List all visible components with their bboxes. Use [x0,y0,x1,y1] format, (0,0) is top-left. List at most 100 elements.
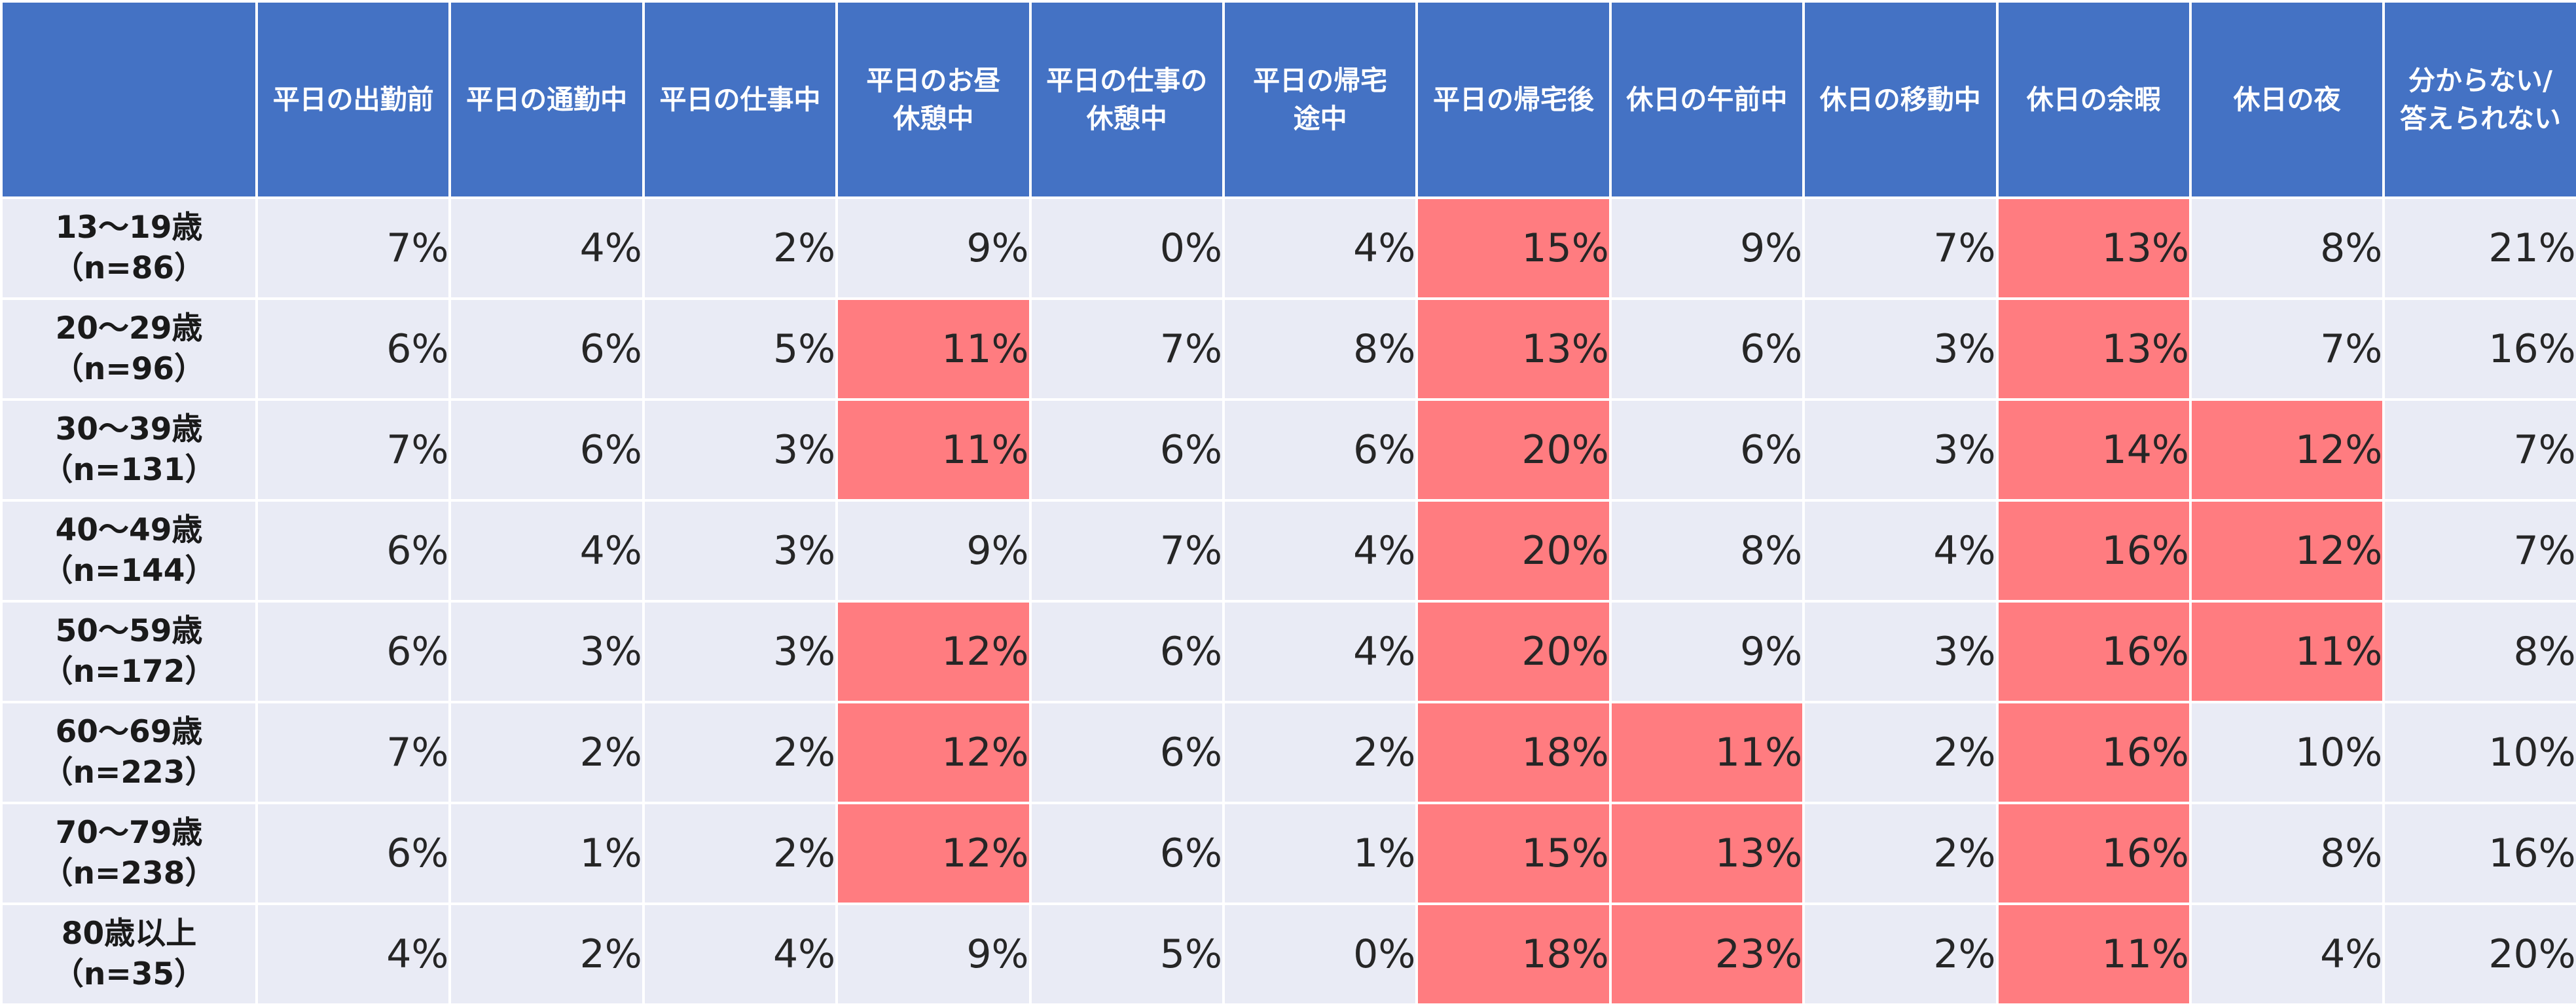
highlighted-value-cell: 15% [1415,802,1612,905]
highlighted-value-cell: 13% [1415,297,1612,401]
value-cell: 3% [1802,600,1999,703]
column-header: 休日の午前中 [1608,0,1805,199]
value-cell: 7% [2382,499,2576,603]
column-header: 分からない/ 答えられない [2382,0,2576,199]
column-header: 平日のお昼 休憩中 [835,0,1032,199]
value-cell: 10% [2382,701,2576,804]
value-cell: 9% [1608,600,1805,703]
row-label: 13～19歳 （n=86） [0,196,258,300]
value-cell: 2% [1802,701,1999,804]
value-cell: 2% [448,903,645,1006]
value-cell: 8% [2188,196,2386,300]
value-cell: 2% [1802,903,1999,1006]
value-cell: 0% [1028,196,1225,300]
value-cell: 7% [2382,398,2576,502]
highlighted-value-cell: 20% [1415,499,1612,603]
row-label: 40～49歳 （n=144） [0,499,258,603]
value-cell: 3% [1802,398,1999,502]
row-label: 70～79歳 （n=238） [0,802,258,905]
column-header: 休日の移動中 [1802,0,1999,199]
value-cell: 4% [448,196,645,300]
highlighted-value-cell: 11% [1608,701,1805,804]
highlighted-value-cell: 16% [1995,701,2192,804]
highlighted-value-cell: 16% [1995,499,2192,603]
value-cell: 6% [1028,701,1225,804]
highlighted-value-cell: 11% [835,297,1032,401]
value-cell: 6% [255,802,452,905]
highlighted-value-cell: 13% [1608,802,1805,905]
value-cell: 6% [1608,398,1805,502]
column-header: 平日の仕事の 休憩中 [1028,0,1225,199]
table-row: 80歳以上 （n=35） 4% 2% 4% 9% 5% 0% 18% 23% 2% 11% 4% 20% [0,903,2576,1006]
table-row: 60～69歳 （n=223） 7% 2% 2% 12% 6% 2% 18% 11% 2% 16% 10… [0,701,2576,804]
value-cell: 21% [2382,196,2576,300]
value-cell: 8% [1608,499,1805,603]
value-cell: 8% [2382,600,2576,703]
value-cell: 8% [1222,297,1419,401]
value-cell: 4% [642,903,839,1006]
value-cell: 6% [1608,297,1805,401]
highlighted-value-cell: 16% [1995,802,2192,905]
value-cell: 7% [1028,499,1225,603]
column-header: 平日の仕事中 [642,0,839,199]
table-row: 13～19歳 （n=86） 7% 4% 2% 9% 0% 4% 15% 9% 7% 13% 8% 21% [0,196,2576,300]
value-cell: 16% [2382,802,2576,905]
value-cell: 4% [1802,499,1999,603]
column-header: 平日の帰宅 途中 [1222,0,1419,199]
value-cell: 9% [835,903,1032,1006]
value-cell: 7% [1028,297,1225,401]
column-header: 平日の出勤前 [255,0,452,199]
value-cell: 2% [642,802,839,905]
value-cell: 6% [448,398,645,502]
value-cell: 3% [642,398,839,502]
table-row: 70～79歳 （n=238） 6% 1% 2% 12% 6% 1% 15% 13% 2% 16% 8%… [0,802,2576,905]
value-cell: 4% [1222,499,1419,603]
value-cell: 4% [1222,196,1419,300]
row-label: 80歳以上 （n=35） [0,903,258,1006]
highlighted-value-cell: 13% [1995,196,2192,300]
highlighted-value-cell: 20% [1415,600,1612,703]
value-cell: 5% [1028,903,1225,1006]
table-row: 30～39歳 （n=131） 7% 6% 3% 11% 6% 6% 20% 6% 3% 14% 12%… [0,398,2576,502]
value-cell: 10% [2188,701,2386,804]
value-cell: 6% [255,499,452,603]
value-cell: 4% [1222,600,1419,703]
highlighted-value-cell: 11% [1995,903,2192,1006]
highlighted-value-cell: 11% [835,398,1032,502]
highlighted-value-cell: 11% [2188,600,2386,703]
highlighted-value-cell: 15% [1415,196,1612,300]
corner-cell [0,0,258,199]
value-cell: 3% [642,499,839,603]
table-body: 13～19歳 （n=86） 7% 4% 2% 9% 0% 4% 15% 9% 7% 13% 8% 21%… [0,196,2576,1006]
value-cell: 2% [448,701,645,804]
value-cell: 7% [1802,196,1999,300]
highlighted-value-cell: 12% [835,600,1032,703]
highlighted-value-cell: 12% [2188,398,2386,502]
value-cell: 7% [255,398,452,502]
value-cell: 9% [835,499,1032,603]
value-cell: 4% [448,499,645,603]
highlighted-value-cell: 23% [1608,903,1805,1006]
value-cell: 0% [1222,903,1419,1006]
value-cell: 2% [1222,701,1419,804]
table-row: 40～49歳 （n=144） 6% 4% 3% 9% 7% 4% 20% 8% 4% 16% 12% 7… [0,499,2576,603]
value-cell: 6% [448,297,645,401]
header-row: 平日の出勤前 平日の通勤中 平日の仕事中 平日のお昼 休憩中 平日の仕事の 休憩… [0,0,2576,199]
value-cell: 3% [448,600,645,703]
value-cell: 2% [642,196,839,300]
value-cell: 1% [448,802,645,905]
value-cell: 9% [1608,196,1805,300]
value-cell: 16% [2382,297,2576,401]
column-header: 平日の帰宅後 [1415,0,1612,199]
value-cell: 3% [1802,297,1999,401]
value-cell: 5% [642,297,839,401]
row-label: 30～39歳 （n=131） [0,398,258,502]
row-label: 20～29歳 （n=96） [0,297,258,401]
highlighted-value-cell: 16% [1995,600,2192,703]
value-cell: 4% [2188,903,2386,1006]
value-cell: 1% [1222,802,1419,905]
value-cell: 9% [835,196,1032,300]
table-row: 20～29歳 （n=96） 6% 6% 5% 11% 7% 8% 13% 6% 3% 13% 7% 16… [0,297,2576,401]
highlighted-value-cell: 12% [835,802,1032,905]
